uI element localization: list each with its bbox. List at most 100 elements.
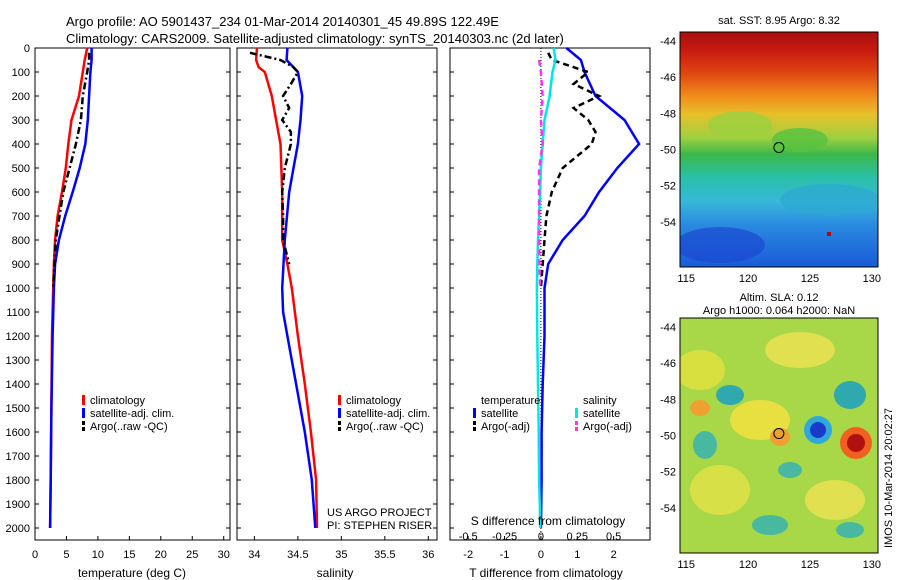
sst-warm-tongue (708, 111, 772, 139)
s-difference-xlabel: S difference from climatology (471, 514, 626, 528)
argo-float-marker (773, 142, 785, 154)
legend-swatch-s-satellite (575, 408, 578, 418)
depth-tick-label: 1300 (6, 355, 30, 367)
project-credit: US ARGO PROJECT (327, 507, 432, 519)
sst-cool-band (780, 184, 878, 216)
difference-series (535, 47, 641, 529)
series-line-satellite-adj-clim- (48, 48, 93, 529)
depth-tick-label: 2000 (6, 523, 30, 535)
legend-label-s-argo: Argo(-adj) (583, 421, 632, 433)
x-tick-label: -1 (500, 549, 510, 561)
sla-map-subtitle: Argo h1000: 0.064 h2000: NaN (703, 305, 855, 317)
x-tick-label: 34 (248, 549, 260, 561)
longitude-tick-label: 125 (801, 559, 819, 571)
longitude-tick-label: 125 (801, 273, 819, 285)
longitude-tick-label: 130 (863, 559, 881, 571)
depth-tick-label: 300 (12, 115, 30, 127)
x-tick-label: 20 (155, 549, 167, 561)
top-tick-label: 0.5 (606, 531, 621, 543)
sla-map-tick-labels: 115 120 125 130 -44 -46 -48 -50 -52 -54 (660, 322, 881, 571)
sla-high (765, 332, 835, 368)
header-line2: Climatology: CARS2009. Satellite-adjuste… (66, 31, 564, 46)
temperature-panel: 0100200300400500600700800900100011001200… (6, 43, 650, 580)
series-line-satellite-adj-clim- (280, 47, 317, 529)
x-tick-label: 1 (574, 549, 580, 561)
legend-label-climatology: climatology (90, 395, 146, 407)
longitude-tick-label: 115 (677, 559, 695, 571)
salinity-xlabel: salinity (317, 566, 354, 580)
depth-tick-label: 1000 (6, 283, 30, 295)
x-tick-label: 25 (186, 549, 198, 561)
sla-map-panel: Altim. SLA: 0.12 Argo h1000: 0.064 h2000… (660, 292, 895, 571)
t-difference-tick-labels: -2 -1 0 1 2 (463, 536, 617, 561)
x-tick-label: 36 (422, 549, 434, 561)
legend-label-argo: Argo(..raw -QC) (90, 421, 168, 433)
sla-low (836, 522, 864, 538)
depth-tick-labels: 0 100 200 300 400 500 600 700 800 900 1000 1100 1200… (6, 43, 650, 535)
longitude-tick-label: 130 (863, 273, 881, 285)
depth-tick-label: 500 (12, 163, 30, 175)
header-line1: Argo profile: AO 5901437_234 01-Mar-2014… (66, 14, 499, 29)
series-line-argo-raw-qc- (249, 51, 300, 265)
legend-title-temperature: temperature (481, 395, 540, 407)
x-tick-label: 5 (63, 549, 69, 561)
series-line-temperature-argo-adj- (539, 52, 603, 289)
difference-panel: -2 -1 0 1 2 -0.5 -0.25 0 0.25 0.5 S difference f… (449, 47, 651, 580)
series-line-salinity-satellite (535, 47, 557, 529)
legend-label-s-satellite: satellite (583, 408, 620, 420)
sst-cold-patch (680, 227, 765, 263)
legend-swatch-climatology (338, 395, 341, 405)
sla-high (690, 465, 750, 515)
series-line-temperature-satellite (539, 47, 641, 529)
x-tick-label: 0 (538, 549, 544, 561)
sla-high (680, 350, 725, 390)
depth-tick-label: 100 (12, 67, 30, 79)
depth-tick-label: 200 (12, 91, 30, 103)
latitude-tick-label: -50 (660, 145, 676, 157)
legend-swatch-satellite-adj (338, 408, 341, 418)
pi-credit: PI: STEPHEN RISER (327, 520, 432, 532)
sla-map-frame (679, 317, 879, 554)
top-tick-label: -0.25 (492, 531, 517, 543)
series-line-argo-raw-qc- (51, 52, 91, 289)
latitude-tick-label: -46 (660, 358, 676, 370)
latitude-tick-label: -52 (660, 181, 676, 193)
difference-axes (449, 47, 651, 541)
depth-tick-label: 1500 (6, 403, 30, 415)
sla-warm-core (690, 400, 710, 416)
depth-tick-label: 1400 (6, 379, 30, 391)
latitude-tick-label: -52 (660, 467, 676, 479)
x-tick-label: 0 (32, 549, 38, 561)
sst-warm-eddy (772, 128, 828, 152)
depth-tick-label: 0 (24, 43, 30, 55)
depth-tick-label: 1200 (6, 331, 30, 343)
difference-legend: temperature salinity satellite Argo(-adj… (473, 395, 632, 433)
salinity-panel: 34 34.5 35 35.5 36 salinity climatology sate… (236, 47, 438, 580)
depth-tick-label: 700 (12, 211, 30, 223)
x-tick-label: 30 (218, 549, 230, 561)
series-line-climatology (48, 47, 89, 529)
salinity-legend: climatology satellite-adj. clim. Argo(..… (338, 395, 430, 433)
x-tick-label: 10 (92, 549, 104, 561)
sla-hot-core (847, 434, 865, 452)
legend-label-climatology: climatology (346, 395, 402, 407)
s-difference-tick-labels: -0.5-0.2500.250.5 (459, 531, 622, 543)
temperature-xlabel: temperature (deg C) (78, 566, 186, 580)
salinity-series (249, 47, 319, 529)
latitude-tick-label: -48 (660, 394, 676, 406)
sla-warm-core (770, 428, 790, 446)
imos-timestamp: IMOS 10-Mar-2014 20:02:27 (883, 408, 895, 548)
x-tick-label: -2 (463, 549, 473, 561)
latitude-tick-label: -46 (660, 72, 676, 84)
depth-tick-label: 1900 (6, 499, 30, 511)
sla-high (805, 480, 865, 520)
sst-map-panel: sat. SST: 8.95 Argo: 8.32 115 120 125 130 -4… (660, 15, 881, 285)
sla-low (778, 462, 802, 478)
x-tick-label: 15 (123, 549, 135, 561)
longitude-tick-label: 115 (677, 273, 695, 285)
sst-map-tick-labels: 115 120 125 130 -44 -46 -48 -50 -52 -54 (660, 36, 881, 285)
top-tick-label: -0.5 (459, 531, 478, 543)
legend-swatch-t-satellite (473, 408, 476, 418)
latitude-tick-label: -54 (660, 503, 676, 515)
